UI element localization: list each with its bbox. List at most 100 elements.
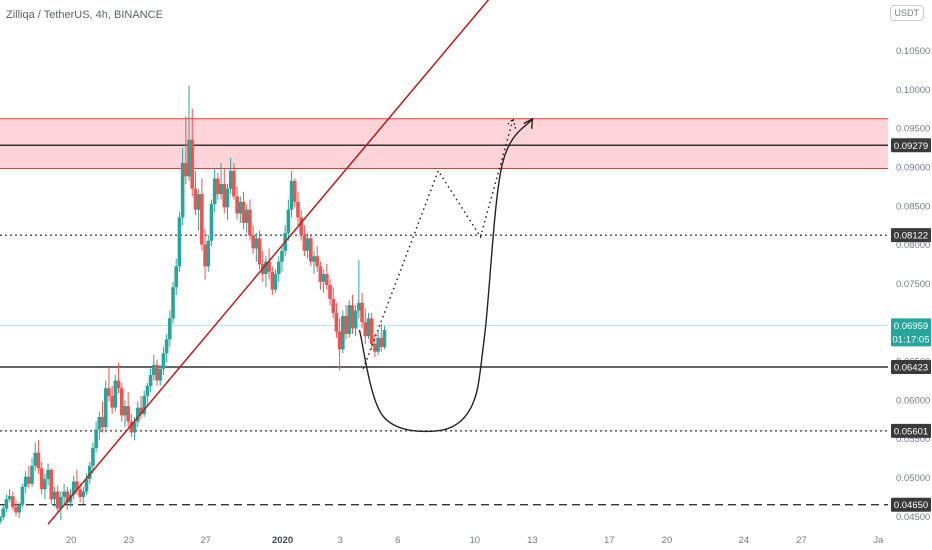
y-tick-label: 0.05000 [896,473,930,484]
candle [14,507,18,513]
candle [155,364,159,381]
candle [196,194,201,210]
x-tick-label: Ja [873,535,884,546]
x-tick-label: 17 [604,535,615,546]
candle [308,238,313,262]
y-tick-label: 0.10500 [896,46,930,57]
candle [212,178,217,205]
candle [7,496,12,500]
candle [91,448,95,466]
candle [94,429,98,449]
candle [379,337,384,348]
trendline[interactable] [47,0,521,525]
candle [87,465,92,480]
candle [241,201,246,223]
candle [360,302,364,323]
candle [341,316,345,350]
x-tick-label: 10 [469,535,480,546]
candle [43,479,47,490]
candle [292,180,297,202]
candle [273,274,278,290]
candle [27,476,31,484]
candle [331,298,336,313]
candle [97,416,102,430]
currency-badge[interactable]: USDT [889,5,924,21]
candle [33,452,38,466]
y-tick-label: 0.07500 [896,279,930,290]
candle [321,274,326,282]
candle [110,396,114,408]
level-price-label: 0.04650 [894,500,928,511]
y-tick-label: 0.08000 [896,240,930,251]
candle [151,364,156,376]
level-price-label: 0.05601 [894,426,928,437]
x-tick-label: 20 [66,535,77,546]
candle [135,407,140,422]
candle [0,517,2,522]
candle [305,238,310,251]
candle [59,496,63,509]
candle [376,337,380,352]
y-tick-label: 0.09500 [896,124,930,135]
candle [78,489,82,497]
candle [11,496,15,508]
y-tick-label: 0.04500 [896,512,930,523]
candle [116,380,121,389]
candle [267,261,271,272]
projection-curve-path[interactable] [358,118,534,433]
candle [254,238,259,249]
candle [235,196,239,214]
candle [126,406,130,422]
candle [257,238,262,264]
candle [62,491,66,497]
candle [103,388,108,428]
candle [23,476,28,487]
candle [203,244,207,267]
current-price-tag [891,318,931,347]
candle [238,201,243,214]
candle [190,139,195,189]
candle [129,421,134,433]
candle [30,465,34,484]
candle [315,256,320,267]
candle [369,318,374,344]
level-price-tag [891,228,931,243]
resistance-zone [0,118,888,169]
level-price-label: 0.08122 [894,231,928,242]
candle [318,266,323,282]
candle [113,380,118,408]
candle [17,504,22,513]
candle [171,287,175,319]
candle [312,256,316,262]
candle [216,178,220,195]
candle [39,468,44,490]
candle [100,416,105,428]
x-tick-label: 27 [200,535,211,546]
candle [276,261,281,275]
candle [232,170,236,197]
level-price-label: 0.09279 [894,141,928,152]
candle [123,406,127,416]
candle [200,194,204,245]
x-tick-label: 2020 [272,535,293,546]
candle [222,184,227,208]
projection-dotted-arrowhead [505,117,517,129]
candle [325,274,329,285]
y-tick-label: 0.06000 [896,395,930,406]
candle [280,250,284,262]
candle [244,209,249,223]
candle [132,421,137,433]
candle [65,491,70,503]
candle [347,305,352,334]
candle [286,209,291,233]
candle [302,235,307,251]
candle [357,302,361,311]
level-price-tag [891,360,931,375]
candle [20,486,25,505]
candle [107,388,111,396]
candle [251,235,255,249]
projection-dotted-path[interactable] [362,118,514,370]
candle [187,139,191,177]
candle [328,284,332,299]
